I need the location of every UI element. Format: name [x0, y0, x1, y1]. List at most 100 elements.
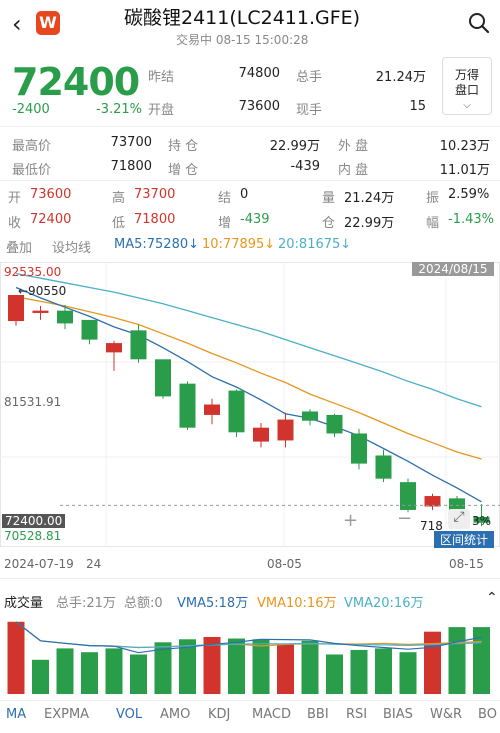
tab-bias[interactable]: BIAS	[383, 707, 413, 722]
summary-value: 73700	[134, 187, 176, 202]
stat-label: 外 盘	[338, 139, 369, 154]
instrument-title: 碳酸锂2411(LC2411.GFE)	[124, 7, 361, 29]
zoom-in-icon[interactable]: +	[343, 510, 359, 531]
volume-label: 总手	[296, 70, 323, 85]
ma10-readout: 10:77895↓	[202, 237, 276, 252]
trading-status: 交易中 08-15 15:00:28	[176, 33, 309, 47]
summary-value: -1.43%	[448, 212, 494, 227]
vma20-readout: VMA20:16万	[344, 596, 424, 611]
ma20-line	[15, 272, 482, 408]
volume-bar	[228, 638, 245, 694]
collapse-icon[interactable]: ⌃	[486, 590, 498, 606]
stat-value: 10.23万	[439, 139, 490, 154]
current-hand-value: 15	[409, 99, 426, 114]
summary-label: 结	[218, 191, 232, 206]
date-badge: 2024/08/15	[412, 262, 494, 276]
x-tick-0: 2024-07-19	[4, 557, 74, 571]
stat-label: 增 仓	[168, 163, 199, 178]
prev-close-value: 74800	[238, 66, 280, 81]
summary-value: 0	[240, 187, 249, 202]
stat-value: 22.99万	[269, 139, 320, 154]
tab-amo[interactable]: AMO	[160, 707, 191, 722]
stat-value: 71800	[110, 159, 152, 174]
price-axis-mid: 81531.91	[4, 395, 62, 409]
interval-stats-button[interactable]: 区间统计	[434, 531, 494, 548]
volume-bar	[424, 631, 441, 694]
volume-bar	[350, 649, 368, 694]
summary-value: 21.24万	[344, 191, 395, 206]
zoom-out-icon[interactable]: −	[397, 508, 413, 529]
set-ma-button[interactable]: 设均线	[52, 241, 92, 256]
wind-orderbook-label-1: 万得	[454, 68, 479, 82]
volume-bar	[154, 642, 172, 694]
summary-label: 开	[8, 191, 22, 206]
wind-logo-icon: W	[36, 11, 60, 35]
candle-body	[179, 383, 196, 428]
volume-bar	[375, 648, 392, 694]
stat-label: 内 盘	[338, 163, 369, 178]
volume-title: 成交量	[4, 596, 44, 611]
candle-body	[351, 433, 367, 464]
summary-value: 22.99万	[344, 216, 395, 231]
candle-body	[57, 310, 73, 324]
candle-body	[155, 359, 171, 397]
volume-chart[interactable]	[0, 612, 500, 696]
volume-bar	[326, 654, 343, 694]
volume-bar	[179, 639, 196, 694]
summary-label: 低	[112, 216, 126, 231]
search-icon[interactable]	[468, 12, 490, 34]
current-hand-label: 现手	[296, 103, 323, 118]
summary-label: 收	[8, 216, 22, 231]
price-axis-max: 92535.00	[4, 265, 62, 279]
wind-orderbook-button[interactable]: 万得 盘口 ⌵	[442, 57, 492, 115]
candle-body	[375, 455, 392, 479]
summary-label: 振	[426, 191, 440, 206]
open-label: 开盘	[148, 103, 175, 118]
divider	[0, 578, 500, 579]
volume-bar	[81, 652, 98, 694]
summary-value: 72400	[30, 212, 72, 227]
candlestick-chart[interactable]	[0, 262, 500, 574]
tab-expma[interactable]: EXPMA	[44, 707, 90, 722]
summary-value: 73600	[30, 187, 72, 202]
volume-bar	[105, 648, 123, 694]
crosshair-low-label: 718	[420, 519, 443, 533]
open-value: 73600	[238, 99, 280, 114]
ma20-readout: 20:81675↓	[278, 237, 352, 252]
summary-label: 仓	[322, 216, 336, 231]
candle-body	[228, 390, 245, 433]
x-tick-3: 08-15	[449, 557, 484, 571]
divider	[0, 180, 500, 181]
volume-bar	[399, 652, 417, 694]
back-arrow-icon[interactable]: ‹	[12, 10, 22, 38]
header: ‹ W 碳酸锂2411(LC2411.GFE) 交易中 08-15 15:00:…	[0, 0, 500, 52]
candle-body	[106, 343, 122, 353]
last-price: 72400	[12, 60, 140, 104]
tab-wr[interactable]: W&R	[430, 707, 463, 722]
volume-bar	[130, 654, 147, 694]
volume-value: 21.24万	[375, 70, 426, 85]
summary-value: -439	[240, 212, 270, 227]
stat-value: -439	[290, 159, 320, 174]
tab-rsi[interactable]: RSI	[346, 707, 368, 722]
volume-bar	[7, 621, 25, 694]
volume-total: 总手:21万	[56, 596, 116, 611]
candle-body	[302, 411, 318, 421]
fullscreen-icon[interactable]: ⤢	[448, 509, 470, 529]
volume-bar	[473, 627, 490, 694]
overlay-button[interactable]: 叠加	[6, 241, 33, 256]
tab-kdj[interactable]: KDJ	[208, 707, 231, 722]
wind-orderbook-label-2: 盘口	[454, 83, 479, 97]
tab-bbi[interactable]: BBI	[307, 707, 329, 722]
tab-ma[interactable]: MA	[6, 707, 27, 722]
summary-label: 增	[218, 216, 232, 231]
vma5-readout: VMA5:18万	[177, 596, 249, 611]
tab-vol[interactable]: VOL	[116, 707, 143, 722]
divider	[0, 700, 500, 701]
current-price-tag: 72400.00	[2, 514, 66, 528]
tab-bo[interactable]: BO	[478, 707, 497, 722]
tab-macd[interactable]: MACD	[252, 707, 291, 722]
stat-label: 最低价	[12, 163, 52, 178]
candle-body	[130, 330, 147, 360]
stat-label: 持 仓	[168, 139, 199, 154]
